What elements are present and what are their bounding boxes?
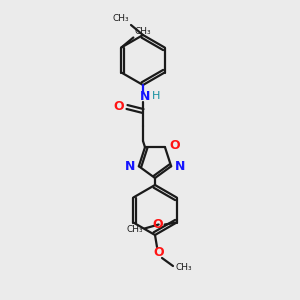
- Text: N: N: [140, 91, 150, 103]
- Text: O: O: [113, 100, 124, 112]
- Text: CH₃: CH₃: [175, 263, 192, 272]
- Text: O: O: [152, 218, 163, 231]
- Text: CH₃: CH₃: [134, 26, 151, 35]
- Text: O: O: [169, 139, 180, 152]
- Text: N: N: [124, 160, 135, 173]
- Text: N: N: [175, 160, 185, 173]
- Text: CH₃: CH₃: [112, 14, 129, 23]
- Text: O: O: [154, 247, 164, 260]
- Text: CH₃: CH₃: [126, 225, 143, 234]
- Text: H: H: [152, 91, 160, 101]
